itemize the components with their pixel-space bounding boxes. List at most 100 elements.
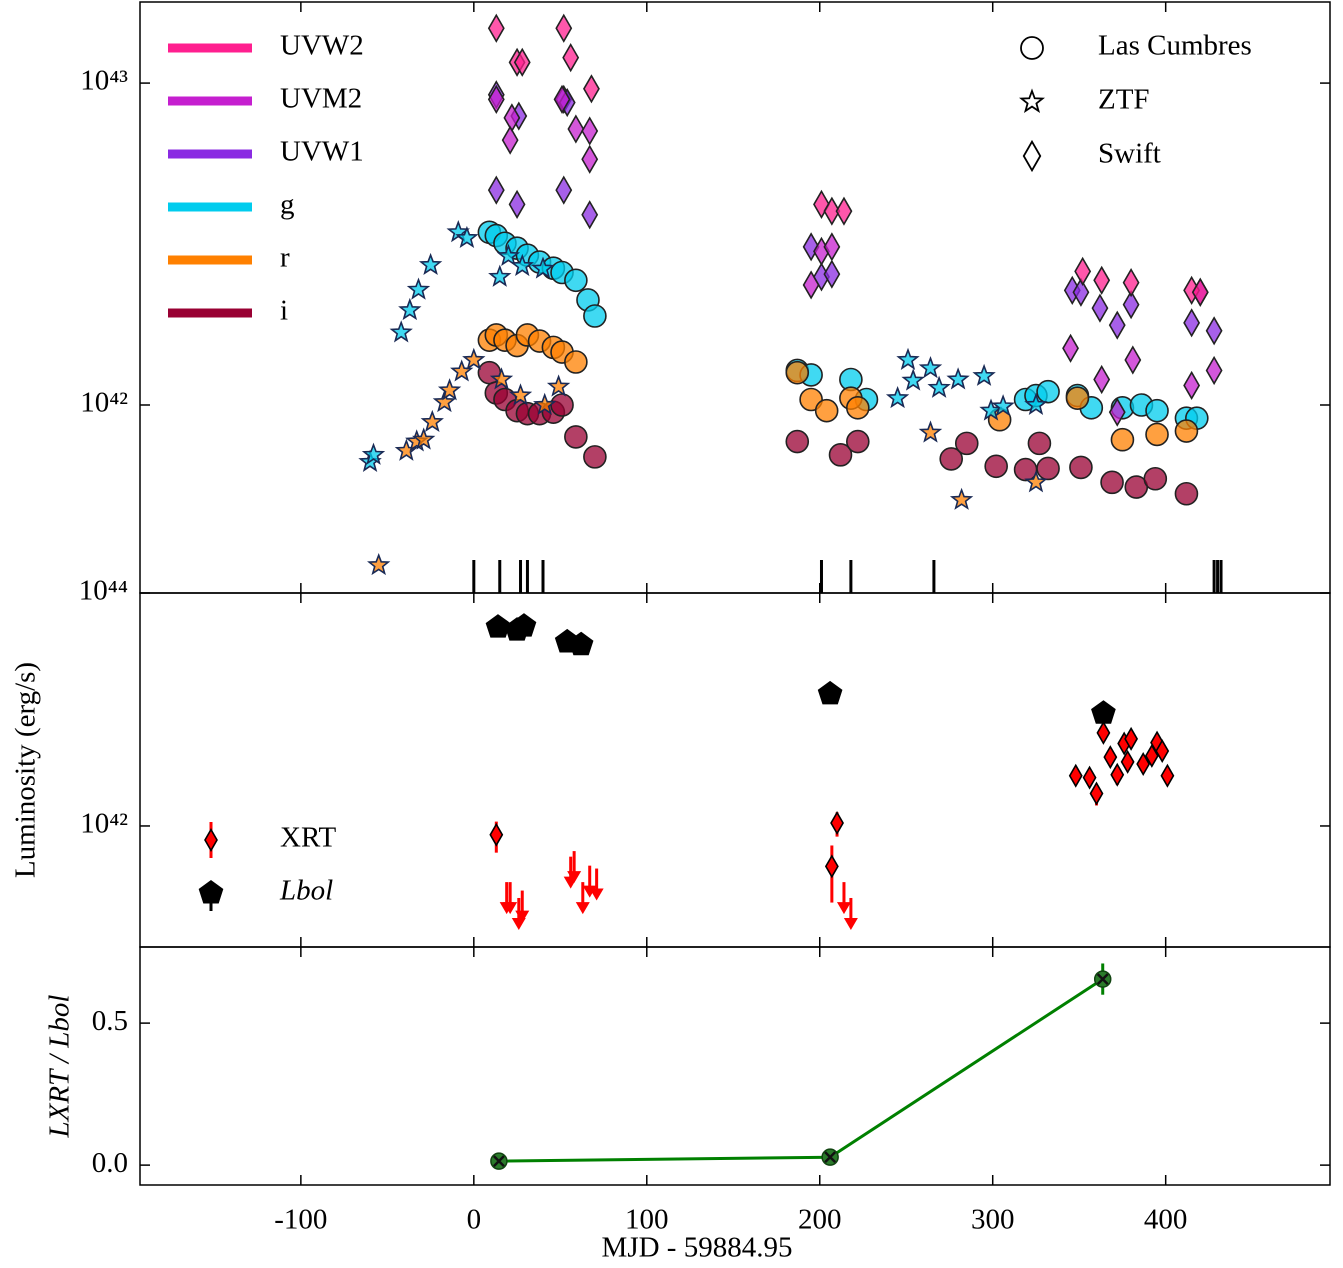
marker-star (531, 256, 555, 279)
marker-circle (1036, 379, 1060, 404)
marker-star (508, 383, 533, 406)
marker-star (361, 442, 386, 465)
legend-label: XRT (280, 822, 337, 854)
marker-circle (564, 425, 588, 449)
marker-star (496, 243, 521, 267)
marker-diamond (553, 84, 571, 114)
marker-diamond (1074, 256, 1092, 287)
marker-star (946, 367, 970, 390)
marker-diamond (567, 114, 585, 144)
marker-diamond (1191, 277, 1209, 307)
marker-star (437, 378, 462, 401)
marker-diamond (583, 74, 600, 104)
marker-diamond (1122, 290, 1140, 320)
marker-diamond (1108, 310, 1126, 340)
marker-diamond (1096, 720, 1111, 745)
marker-diamond (204, 827, 218, 853)
marker-circle (1027, 431, 1052, 456)
marker-pentagon (485, 614, 511, 638)
marker-star (885, 385, 910, 409)
marker-circle (846, 396, 870, 420)
marker-star (420, 409, 444, 433)
marker-star (1024, 392, 1048, 415)
marker-diamond (489, 822, 504, 847)
marker-diamond (1068, 763, 1083, 788)
legend-label: g (280, 189, 295, 221)
marker-circle (939, 447, 964, 471)
marker-star (949, 487, 974, 510)
marker-diamond (1108, 397, 1126, 427)
marker-diamond (1183, 308, 1201, 338)
y-tick-label: 10⁴⁴ (79, 575, 128, 607)
x-tick-label: 300 (971, 1204, 1015, 1236)
marker-star (546, 374, 571, 397)
marker-circle (550, 393, 574, 417)
marker-pentagon (198, 880, 224, 904)
marker-circle (954, 431, 979, 456)
marker-star (1019, 88, 1045, 113)
marker-star (455, 225, 479, 249)
marker-diamond (1205, 355, 1223, 386)
marker-pentagon (817, 680, 843, 705)
marker-circle (564, 268, 588, 293)
legend-label: r (280, 242, 290, 274)
marker-circle (785, 360, 810, 385)
marker-circle (1036, 456, 1060, 481)
marker-diamond (835, 196, 853, 226)
marker-diamond (823, 259, 841, 289)
marker-diamond (555, 175, 573, 205)
marker-diamond (1022, 139, 1042, 173)
marker-circle (1069, 455, 1093, 480)
marker-diamond (1160, 763, 1175, 788)
marker-diamond (501, 125, 519, 155)
marker-diamond (1124, 345, 1142, 375)
marker-diamond (1124, 726, 1139, 751)
marker-star (1024, 470, 1048, 493)
legend-label: i (280, 295, 288, 327)
upper-limit-head (843, 917, 858, 930)
marker-diamond (1089, 781, 1104, 806)
marker-circle (785, 429, 810, 454)
marker-star (367, 552, 391, 576)
marker-diamond (1093, 265, 1111, 295)
marker-diamond (823, 196, 841, 226)
x-tick-label: 100 (625, 1204, 669, 1236)
marker-cross (1096, 973, 1109, 985)
marker-star (418, 252, 443, 276)
marker-circle (1013, 457, 1038, 482)
marker-diamond (824, 854, 839, 879)
marker-diamond (581, 144, 599, 174)
marker-star (406, 277, 431, 300)
marker-diamond (555, 13, 573, 43)
upper-limit (575, 882, 590, 915)
legend-label: UVW1 (280, 136, 364, 168)
marker-diamond (823, 232, 841, 262)
marker-star (927, 375, 951, 398)
marker-diamond (1062, 333, 1079, 363)
marker-diamond (1103, 745, 1118, 770)
legend-label: ZTF (1098, 84, 1150, 116)
marker-star (918, 420, 943, 443)
marker-circle (846, 429, 870, 454)
marker-diamond (830, 811, 844, 836)
marker-star (901, 368, 925, 391)
marker-diamond (508, 189, 526, 219)
ratio-line (498, 977, 1104, 1163)
upper-limit (843, 897, 858, 930)
marker-circle (583, 445, 607, 469)
x-tick-label: 200 (798, 1204, 842, 1236)
marker-circle (814, 398, 839, 423)
marker-diamond (581, 200, 599, 230)
upper-limit-head (575, 902, 590, 915)
upper-limit-head (503, 902, 518, 915)
ratio-axis-label: LXRT / Lbol (44, 995, 76, 1139)
marker-diamond (1093, 364, 1111, 395)
marker-circle (1145, 422, 1169, 447)
legend-label: Swift (1098, 138, 1161, 170)
upper-limit (589, 868, 604, 901)
marker-cross (493, 1155, 505, 1168)
upper-limit (503, 882, 518, 915)
marker-star (972, 363, 996, 386)
marker-star (533, 392, 557, 415)
